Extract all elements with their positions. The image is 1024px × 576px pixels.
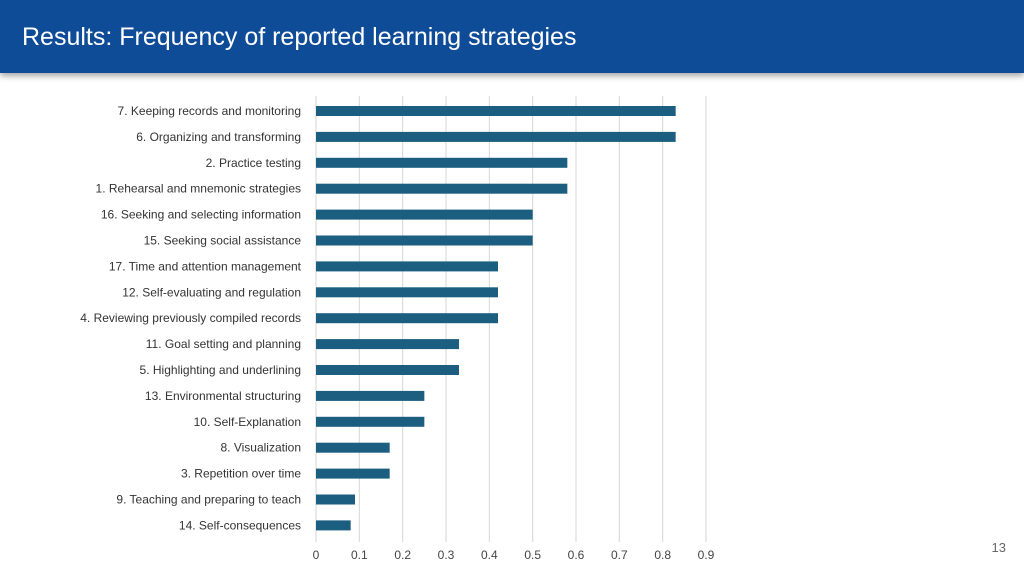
bar [316, 468, 390, 479]
bar [316, 390, 425, 401]
x-tick-label: 0.6 [568, 548, 585, 562]
x-tick-label: 0.3 [438, 548, 455, 562]
category-label: 1. Rehearsal and mnemonic strategies [96, 182, 301, 196]
category-label: 4. Reviewing previously compiled records [80, 311, 301, 325]
bar [316, 339, 459, 350]
bar [316, 365, 459, 375]
bar [316, 442, 390, 453]
category-label: 8. Visualization [221, 441, 302, 455]
category-label: 12. Self-evaluating and regulation [122, 285, 301, 299]
bar [316, 183, 568, 194]
x-tick-label: 0.8 [654, 548, 671, 562]
x-tick-label: 0.2 [394, 548, 411, 562]
category-label: 5. Highlighting and underlining [140, 363, 301, 377]
slide-title: Results: Frequency of reported learning … [22, 23, 577, 51]
category-label: 7. Keeping records and monitoring [118, 104, 301, 118]
x-tick-label: 0.1 [351, 548, 368, 562]
category-label: 16. Seeking and selecting information [101, 208, 301, 222]
category-label: 13. Environmental structuring [145, 389, 301, 403]
category-label: 15. Seeking social assistance [144, 234, 302, 248]
bar [316, 106, 676, 116]
bar [316, 157, 568, 168]
slide-header: Results: Frequency of reported learning … [0, 0, 1024, 73]
bar-chart: 0 0.1 0.2 0.3 0.4 0.5 0.6 0.7 0.8 0.9 7. Keeping r… [80, 96, 715, 562]
bar [316, 313, 498, 324]
x-tick-label: 0.9 [698, 548, 715, 562]
category-label: 2. Practice testing [206, 156, 301, 170]
bar [316, 261, 498, 272]
category-label: 14. Self-consequences [179, 518, 301, 532]
x-tick-label: 0 [313, 548, 320, 562]
category-label: 11. Goal setting and planning [146, 337, 301, 351]
bar [316, 235, 533, 246]
category-label: 10. Self-Explanation [194, 415, 301, 429]
x-tick-label: 0.5 [524, 548, 541, 562]
x-tick-label: 0.4 [481, 548, 498, 562]
bar [316, 520, 351, 531]
category-label: 3. Repetition over time [181, 467, 301, 481]
page-number: 13 [991, 540, 1006, 555]
x-tick-label: 0.7 [611, 548, 628, 562]
bar [316, 494, 355, 505]
bar [316, 131, 676, 142]
bar [316, 416, 425, 427]
category-label: 9. Teaching and preparing to teach [116, 493, 301, 507]
bar [316, 287, 498, 298]
bar [316, 209, 533, 220]
category-label: 17. Time and attention management [109, 259, 302, 273]
category-label: 6. Organizing and transforming [136, 130, 301, 144]
